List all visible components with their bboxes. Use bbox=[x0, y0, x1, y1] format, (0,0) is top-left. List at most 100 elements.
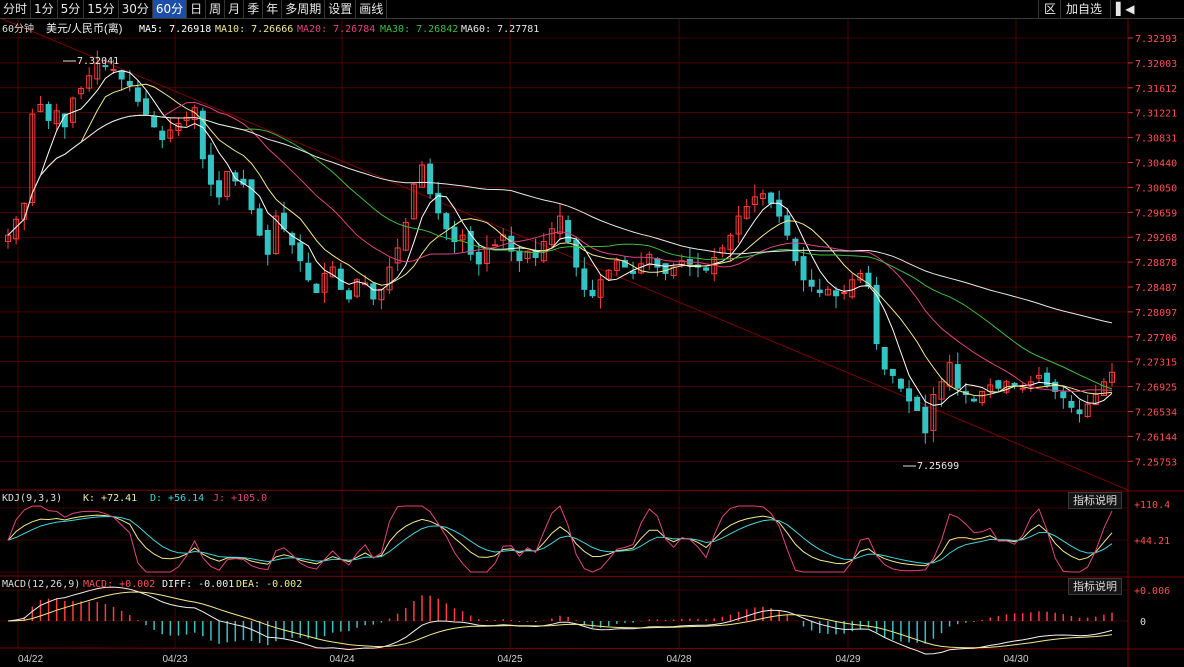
price-tick-label: 7.27706 bbox=[1135, 333, 1177, 344]
ma20-label: MA20: 7.26784 bbox=[297, 24, 375, 35]
collapse-panel-icon[interactable]: ▌◀ bbox=[1110, 0, 1139, 18]
period-tab-fenshi[interactable]: 分时 bbox=[0, 0, 32, 18]
candle-body bbox=[443, 213, 450, 230]
low-marker-value: 7.25699 bbox=[917, 461, 959, 472]
candle-body bbox=[930, 394, 937, 431]
period-tab-30min[interactable]: 30分 bbox=[119, 0, 153, 18]
candle-body bbox=[29, 113, 36, 203]
period-tab-quarter[interactable]: 季 bbox=[244, 0, 264, 18]
candle-body bbox=[979, 390, 986, 404]
price-tick-label: 7.31221 bbox=[1135, 109, 1177, 120]
candle-body bbox=[833, 290, 839, 297]
ma5-line bbox=[7, 70, 1113, 406]
candle-body bbox=[808, 279, 815, 287]
candle-body bbox=[289, 232, 296, 246]
candle-body bbox=[646, 253, 653, 266]
zone-button[interactable]: 区 bbox=[1038, 0, 1061, 18]
period-label: 60分钟 bbox=[2, 22, 34, 35]
settings-button[interactable]: 设置 bbox=[325, 0, 357, 18]
price-tick-label: 7.28097 bbox=[1135, 308, 1177, 319]
price-tick-label: 7.29659 bbox=[1135, 208, 1177, 219]
macd-help-button[interactable]: 指标说明 bbox=[1068, 578, 1122, 595]
candle-body bbox=[524, 250, 531, 260]
candle-body bbox=[451, 226, 458, 243]
candle-body bbox=[1019, 387, 1026, 390]
candle-body bbox=[1060, 391, 1067, 399]
period-tab-year[interactable]: 年 bbox=[263, 0, 283, 18]
candle-body bbox=[516, 250, 523, 262]
ma60-label: MA60: 7.27781 bbox=[461, 24, 539, 35]
candle-body bbox=[410, 183, 417, 220]
candle-body bbox=[435, 192, 442, 214]
candle-body bbox=[743, 205, 750, 219]
candle-body bbox=[492, 244, 499, 247]
candle-body bbox=[597, 279, 604, 298]
date-label: 04/29 bbox=[835, 654, 860, 665]
candle-body bbox=[841, 292, 848, 295]
candle-body bbox=[589, 289, 596, 297]
date-label: 04/30 bbox=[1003, 654, 1028, 665]
price-tick-label: 7.31612 bbox=[1135, 84, 1177, 95]
candle-body bbox=[922, 406, 929, 434]
kdj-k: K: +72.41 bbox=[83, 493, 137, 504]
candle-body bbox=[548, 228, 555, 245]
candle-body bbox=[110, 68, 117, 71]
draw-line-button[interactable]: 画线 bbox=[356, 0, 388, 18]
macd-dea: DEA: -0.002 bbox=[236, 579, 302, 590]
candle-body bbox=[37, 103, 44, 112]
price-tick-label: 7.28487 bbox=[1135, 283, 1177, 294]
period-toolbar: 分时 1分 5分 15分 30分 60分 日 周 月 季 年 多周期 设置 画线… bbox=[0, 0, 1184, 19]
macd-axis-top: +0.006 bbox=[1134, 586, 1170, 597]
candle-body bbox=[630, 270, 637, 274]
period-tab-multi[interactable]: 多周期 bbox=[282, 0, 326, 18]
ma30-label: MA30: 7.26842 bbox=[380, 24, 458, 35]
candle-body bbox=[751, 196, 758, 205]
period-tab-15min[interactable]: 15分 bbox=[84, 0, 119, 18]
period-tab-1min[interactable]: 1分 bbox=[31, 0, 58, 18]
candle-body bbox=[938, 381, 945, 400]
panel-border bbox=[0, 647, 1184, 650]
candle-body bbox=[816, 289, 823, 294]
candle-body bbox=[272, 215, 279, 254]
candle-body bbox=[727, 234, 734, 251]
macd-value: MACD: +0.002 bbox=[83, 579, 155, 590]
symbol-name: 美元/人民币(离) bbox=[46, 21, 122, 35]
candle-body bbox=[345, 290, 352, 300]
candle-body bbox=[1035, 374, 1042, 379]
candle-body bbox=[370, 283, 377, 300]
candle-body bbox=[1011, 382, 1018, 386]
period-tab-month[interactable]: 月 bbox=[225, 0, 245, 18]
macd-diff: DIFF: -0.001 bbox=[162, 579, 234, 590]
kdj-j: J: +105.0 bbox=[213, 493, 267, 504]
candle-body bbox=[987, 384, 994, 392]
low-marker: 7.25699 bbox=[903, 461, 959, 472]
period-tab-5min[interactable]: 5分 bbox=[58, 0, 85, 18]
candle-body bbox=[1076, 409, 1083, 415]
period-tab-day[interactable]: 日 bbox=[187, 0, 207, 18]
kdj-help-button[interactable]: 指标说明 bbox=[1068, 492, 1122, 509]
candle-body bbox=[134, 87, 141, 102]
candle-body bbox=[313, 283, 320, 294]
period-tab-60min[interactable]: 60分 bbox=[152, 0, 188, 18]
candle-body bbox=[605, 269, 612, 280]
period-tab-week[interactable]: 周 bbox=[206, 0, 226, 18]
candle-body bbox=[199, 110, 206, 160]
candle-body bbox=[1068, 400, 1075, 408]
candle-body bbox=[362, 282, 369, 286]
candle-body bbox=[126, 80, 133, 86]
price-tick-label: 7.25753 bbox=[1135, 457, 1177, 468]
add-watchlist-button[interactable]: 加自选 bbox=[1060, 0, 1107, 18]
kdj-lines bbox=[7, 505, 1113, 573]
candle-body bbox=[995, 380, 1002, 389]
kdj-axis-top: +110.4 bbox=[1134, 500, 1170, 511]
panel-border bbox=[0, 17, 1129, 491]
ma20-line bbox=[7, 101, 1113, 392]
candle-body bbox=[573, 239, 580, 268]
candle-body bbox=[1052, 381, 1059, 392]
kdj-j-line bbox=[7, 505, 1113, 573]
kdj-d-line bbox=[7, 515, 1113, 565]
candle-body bbox=[565, 219, 572, 243]
candle-body bbox=[256, 208, 263, 236]
candle-body bbox=[483, 247, 490, 264]
